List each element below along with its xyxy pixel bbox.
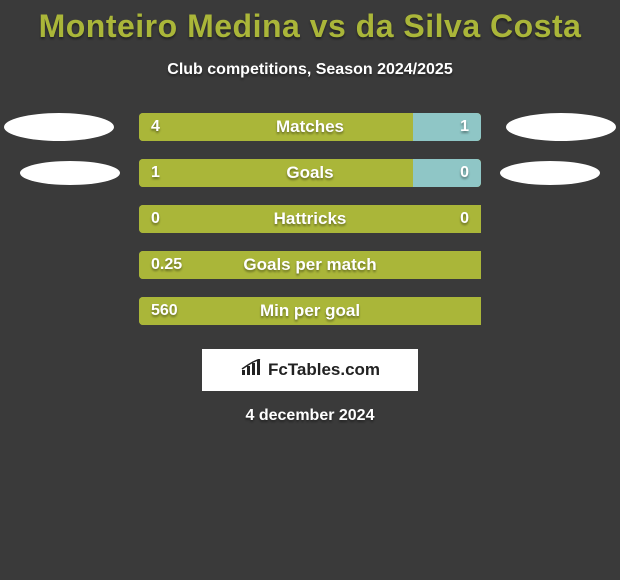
right-ellipse bbox=[506, 113, 616, 141]
bar-right-fill bbox=[413, 159, 481, 187]
stat-bar: Goals 1 0 bbox=[139, 159, 481, 187]
left-graphic-slot bbox=[0, 159, 139, 187]
source-text: FcTables.com bbox=[268, 360, 380, 380]
footer-date: 4 december 2024 bbox=[0, 407, 620, 425]
stat-label: Goals per match bbox=[243, 255, 376, 275]
stat-row: Goals 1 0 bbox=[0, 159, 620, 187]
right-graphic-slot bbox=[481, 297, 620, 325]
page-title: Monteiro Medina vs da Silva Costa bbox=[0, 0, 620, 45]
stat-label: Matches bbox=[276, 117, 344, 137]
page-subtitle: Club competitions, Season 2024/2025 bbox=[0, 61, 620, 79]
stat-left-value: 4 bbox=[151, 118, 160, 136]
stat-row: Matches 4 1 bbox=[0, 113, 620, 141]
left-ellipse bbox=[20, 161, 120, 185]
left-graphic-slot bbox=[0, 297, 139, 325]
stat-bar: Hattricks 0 0 bbox=[139, 205, 481, 233]
stat-row: Min per goal 560 bbox=[0, 297, 620, 325]
right-graphic-slot bbox=[481, 251, 620, 279]
stat-right-value: 1 bbox=[460, 118, 469, 136]
source-attribution: FcTables.com bbox=[202, 349, 418, 391]
stat-left-value: 1 bbox=[151, 164, 160, 182]
right-graphic-slot bbox=[481, 205, 620, 233]
stat-right-value: 0 bbox=[460, 164, 469, 182]
stat-bar: Matches 4 1 bbox=[139, 113, 481, 141]
right-graphic-slot bbox=[481, 159, 620, 187]
stat-right-value: 0 bbox=[460, 210, 469, 228]
left-graphic-slot bbox=[0, 205, 139, 233]
stat-bar: Min per goal 560 bbox=[139, 297, 481, 325]
right-graphic-slot bbox=[481, 113, 620, 141]
bar-chart-icon bbox=[240, 359, 262, 382]
stat-left-value: 0 bbox=[151, 210, 160, 228]
bar-left-fill bbox=[139, 159, 413, 187]
left-graphic-slot bbox=[0, 251, 139, 279]
stat-label: Goals bbox=[286, 163, 333, 183]
left-graphic-slot bbox=[0, 113, 139, 141]
stat-left-value: 0.25 bbox=[151, 256, 182, 274]
stat-left-value: 560 bbox=[151, 302, 178, 320]
stat-row: Goals per match 0.25 bbox=[0, 251, 620, 279]
stat-label: Min per goal bbox=[260, 301, 360, 321]
left-ellipse bbox=[4, 113, 114, 141]
comparison-chart: Matches 4 1 Goals 1 0 Hattricks 0 0 Goals per mat… bbox=[0, 113, 620, 343]
stat-row: Hattricks 0 0 bbox=[0, 205, 620, 233]
right-ellipse bbox=[500, 161, 600, 185]
stat-label: Hattricks bbox=[274, 209, 347, 229]
bar-right-fill bbox=[413, 113, 481, 141]
stat-bar: Goals per match 0.25 bbox=[139, 251, 481, 279]
